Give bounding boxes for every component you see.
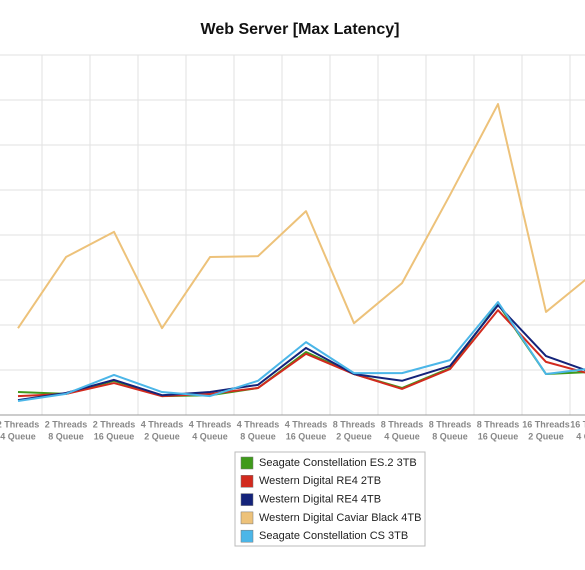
x-tick-label: 2 Threads [93,419,136,429]
x-tick-label: 16 Queue [94,431,135,441]
x-tick-label: 16 Threads [570,419,585,429]
x-tick-label: 4 Queue [384,431,420,441]
x-tick-label: 4 Queue [576,431,585,441]
x-tick-label: 8 Threads [477,419,520,429]
x-tick-label: 4 Threads [141,419,184,429]
x-tick-label: 2 Queue [336,431,372,441]
legend-label: Seagate Constellation CS 3TB [259,530,408,542]
x-tick-label: 2 Threads [45,419,88,429]
x-tick-label: 8 Queue [48,431,84,441]
x-tick-label: 8 Threads [333,419,376,429]
legend-label: Western Digital Caviar Black 4TB [259,512,421,524]
legend-label: Seagate Constellation ES.2 3TB [259,457,417,469]
legend-swatch [240,511,254,525]
x-tick-label: 4 Queue [0,431,36,441]
legend-label: Western Digital RE4 4TB [259,494,381,506]
x-tick-label: 4 Queue [192,431,228,441]
x-tick-label: 8 Queue [240,431,276,441]
x-tick-label: 2 Queue [144,431,180,441]
series-line [17,103,585,330]
series-line [17,309,585,398]
legend-swatch [240,529,254,543]
x-tick-label: 16 Queue [286,431,327,441]
legend-swatch [240,493,254,506]
chart-title: Web Server [Max Latency] [201,21,400,38]
x-tick-label: 8 Threads [429,419,472,429]
legend-box [234,451,426,547]
x-tick-label: 8 Threads [381,419,424,429]
x-tick-label: 2 Queue [528,431,564,441]
x-tick-label: 8 Queue [432,431,468,441]
legend-swatch [240,456,254,470]
series-line [17,304,585,402]
legend-label: Western Digital RE4 2TB [259,475,381,487]
x-tick-label: 4 Threads [237,419,280,429]
x-tick-label: 16 Queue [478,431,519,441]
x-tick-label: 4 Threads [189,419,232,429]
series-line [17,301,585,403]
x-tick-label: 16 Threads [522,419,570,429]
x-tick-label: 2 Threads [0,419,39,429]
x-tick-label: 4 Threads [285,419,328,429]
legend-swatch [240,475,254,488]
